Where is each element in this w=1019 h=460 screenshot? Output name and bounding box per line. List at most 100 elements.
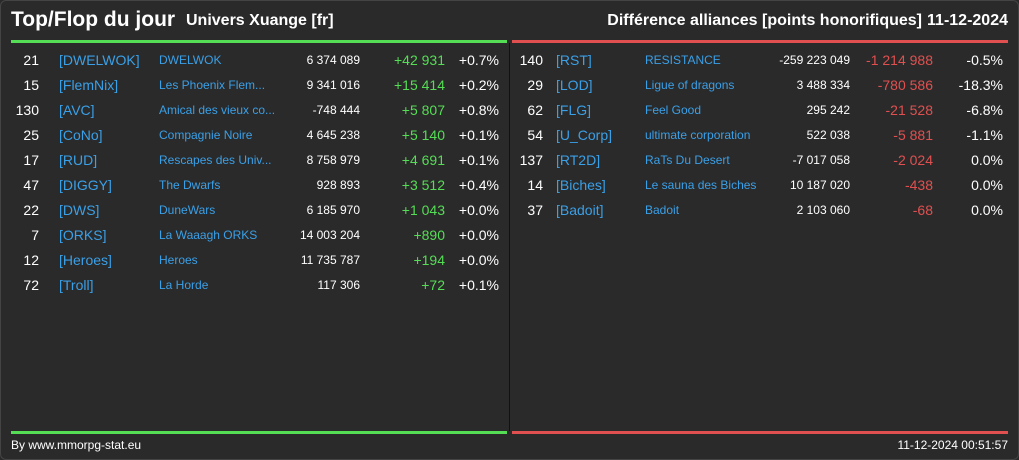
alliance-name-link[interactable]: Amical des vieux co... xyxy=(159,103,276,117)
alliance-points: 11 735 787 xyxy=(300,253,360,267)
alliance-diff: +72 xyxy=(421,277,445,293)
alliance-percent: +0.0% xyxy=(458,252,499,268)
alliance-percent: +0.4% xyxy=(458,177,499,193)
alliance-tag-link[interactable]: [FLG] xyxy=(556,102,592,118)
alliance-name-link[interactable]: DWELWOK xyxy=(159,53,222,67)
alliance-row: 14 [Biches] Le sauna des Biches 10 187 020 -… xyxy=(512,173,1008,198)
alliance-name-link[interactable]: Rescapes des Univ... xyxy=(159,153,272,167)
alliance-diff: +15 414 xyxy=(394,77,445,93)
alliance-rank: 21 xyxy=(23,52,39,68)
page-title: Top/Flop du jour xyxy=(11,8,176,31)
alliance-tag-link[interactable]: [DWELWOK] xyxy=(59,52,140,68)
alliance-points: 2 103 060 xyxy=(796,203,850,217)
alliance-tag-link[interactable]: [DWS] xyxy=(59,202,100,218)
alliance-diff: -2 024 xyxy=(893,152,933,168)
alliance-diff: +42 931 xyxy=(394,52,445,68)
alliance-tag-link[interactable]: [Badoit] xyxy=(556,202,604,218)
alliance-tag-link[interactable]: [U_Corp] xyxy=(556,127,613,143)
alliance-percent: +0.0% xyxy=(458,227,499,243)
alliance-points: 117 306 xyxy=(317,278,361,292)
top-gainers-list: 21 [DWELWOK] DWELWOK 6 374 089 +42 931 +0.7% 1… xyxy=(11,48,507,298)
alliance-name-link[interactable]: RaTs Du Desert xyxy=(645,153,730,167)
alliance-tag-link[interactable]: [CoNo] xyxy=(59,127,103,143)
alliance-tag-link[interactable]: [LOD] xyxy=(556,77,593,93)
alliance-rank: 72 xyxy=(23,277,39,293)
alliance-tag-link[interactable]: [ORKS] xyxy=(59,227,107,243)
alliance-row: 137 [RT2D] RaTs Du Desert -7 017 058 -2 024 0… xyxy=(512,148,1008,173)
alliance-tag-link[interactable]: [FlemNix] xyxy=(59,77,119,93)
alliance-name-link[interactable]: La Waaagh ORKS xyxy=(159,228,258,242)
alliance-diff: +5 140 xyxy=(401,127,445,143)
alliance-diff: -5 881 xyxy=(893,127,933,143)
alliance-points: 4 645 238 xyxy=(306,128,360,142)
alliance-name-link[interactable]: Les Phoenix Flem... xyxy=(159,78,266,92)
alliance-percent: -18.3% xyxy=(958,77,1003,93)
alliance-rank: 29 xyxy=(527,77,543,93)
alliance-rank: 17 xyxy=(23,152,39,168)
alliance-percent: 0.0% xyxy=(971,152,1003,168)
alliance-tag-link[interactable]: [RT2D] xyxy=(556,152,601,168)
alliance-diff: +194 xyxy=(413,252,445,268)
top-losers-list: 140 [RST] RESISTANCE -259 223 049 -1 214 988… xyxy=(512,48,1008,223)
alliance-percent: +0.7% xyxy=(458,52,499,68)
alliance-row: 7 [ORKS] La Waaagh ORKS 14 003 204 +890 +0.0% xyxy=(11,223,507,248)
alliance-row: 54 [U_Corp] ultimate corporation 522 038 -5 … xyxy=(512,123,1008,148)
alliance-diff: +1 043 xyxy=(401,202,445,218)
alliance-row: 17 [RUD] Rescapes des Univ... 8 758 979 +4 6… xyxy=(11,148,507,173)
alliance-points: 9 341 016 xyxy=(306,78,360,92)
alliance-points: 928 893 xyxy=(316,178,360,192)
alliance-diff: +4 691 xyxy=(401,152,445,168)
alliance-tag-link[interactable]: [AVC] xyxy=(59,102,95,118)
alliance-tag-link[interactable]: [Troll] xyxy=(59,277,94,293)
alliance-percent: -1.1% xyxy=(966,127,1003,143)
alliance-points: 522 038 xyxy=(806,128,850,142)
alliance-name-link[interactable]: Feel Good xyxy=(645,103,702,117)
alliance-points: -259 223 049 xyxy=(779,53,850,67)
alliance-name-link[interactable]: Ligue of dragons xyxy=(645,78,735,92)
alliance-rank: 12 xyxy=(23,252,39,268)
alliance-tag-link[interactable]: [RST] xyxy=(556,52,592,68)
alliance-percent: 0.0% xyxy=(971,202,1003,218)
alliance-row: 29 [LOD] Ligue of dragons 3 488 334 -780 586… xyxy=(512,73,1008,98)
source-credit: By www.mmorpg-stat.eu xyxy=(11,438,142,452)
alliance-name-link[interactable]: Badoit xyxy=(645,203,680,217)
alliance-rank: 140 xyxy=(519,52,543,68)
alliance-name-link[interactable]: La Horde xyxy=(159,278,209,292)
alliance-row: 62 [FLG] Feel Good 295 242 -21 528 -6.8% xyxy=(512,98,1008,123)
alliance-name-link[interactable]: ultimate corporation xyxy=(645,128,751,142)
alliance-tag-link[interactable]: [DIGGY] xyxy=(59,177,112,193)
alliance-diff: -1 214 988 xyxy=(866,52,933,68)
alliance-diff: -68 xyxy=(912,202,933,218)
alliance-name-link[interactable]: DuneWars xyxy=(159,203,216,217)
alliance-row: 47 [DIGGY] The Dwarfs 928 893 +3 512 +0.4% xyxy=(11,173,507,198)
alliance-tag-link[interactable]: [RUD] xyxy=(59,152,98,168)
alliance-points: 6 185 970 xyxy=(306,203,360,217)
alliance-row: 25 [CoNo] Compagnie Noire 4 645 238 +5 140 +0… xyxy=(11,123,507,148)
alliance-percent: +0.1% xyxy=(458,127,499,143)
universe-subtitle: Univers Xuange [fr] xyxy=(186,12,334,29)
alliance-name-link[interactable]: Heroes xyxy=(159,253,198,267)
alliance-name-link[interactable]: Compagnie Noire xyxy=(159,128,253,142)
alliance-percent: +0.1% xyxy=(458,152,499,168)
alliance-tag-link[interactable]: [Heroes] xyxy=(59,252,112,268)
alliance-row: 37 [Badoit] Badoit 2 103 060 -68 0.0% xyxy=(512,198,1008,223)
alliance-rank: 15 xyxy=(23,77,39,93)
alliance-points: 10 187 020 xyxy=(789,178,850,192)
alliance-diff: -780 586 xyxy=(877,77,933,93)
bottom-divider-red xyxy=(512,431,1008,434)
alliance-name-link[interactable]: Le sauna des Biches xyxy=(645,178,757,192)
alliance-tag-link[interactable]: [Biches] xyxy=(556,177,606,193)
alliance-diff: -21 528 xyxy=(885,102,933,118)
alliance-name-link[interactable]: RESISTANCE xyxy=(645,53,721,67)
alliance-name-link[interactable]: The Dwarfs xyxy=(159,178,221,192)
alliance-row: 130 [AVC] Amical des vieux co... -748 444 +5… xyxy=(11,98,507,123)
alliance-diff: +890 xyxy=(413,227,445,243)
alliance-rank: 130 xyxy=(15,102,39,118)
alliance-rank: 54 xyxy=(527,127,543,143)
alliance-points: 6 374 089 xyxy=(306,53,360,67)
alliance-rank: 7 xyxy=(31,227,39,243)
alliance-points: 14 003 204 xyxy=(299,228,360,242)
alliance-percent: +0.2% xyxy=(458,77,499,93)
alliance-row: 22 [DWS] DuneWars 6 185 970 +1 043 +0.0% xyxy=(11,198,507,223)
alliance-percent: 0.0% xyxy=(971,177,1003,193)
